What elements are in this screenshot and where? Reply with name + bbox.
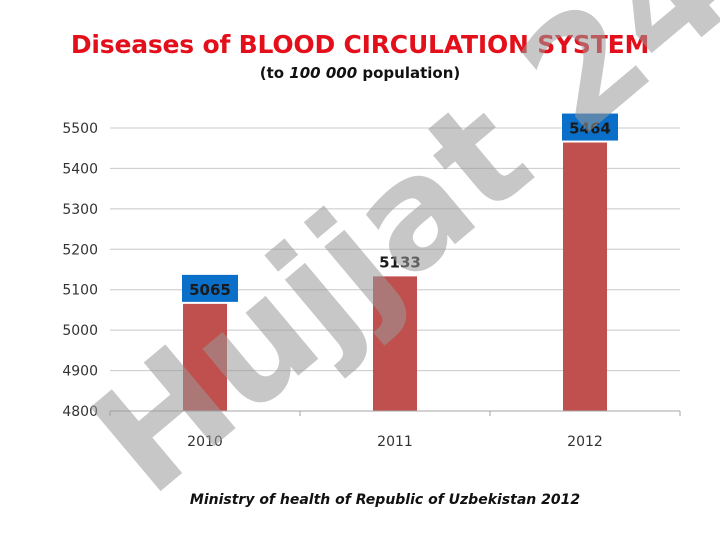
- data-label-2012: 5464: [569, 120, 611, 138]
- y-tick-label: 5500: [62, 121, 98, 137]
- y-tick-label: 4900: [62, 364, 98, 380]
- x-tick-label: 2010: [187, 434, 223, 450]
- y-tick-label: 5100: [62, 283, 98, 299]
- subtitle-emphasis: 100 000: [289, 64, 358, 82]
- y-tick-label: 5300: [62, 202, 98, 218]
- data-labels: 5065 5133 5464: [182, 113, 618, 302]
- bar-2012: [563, 142, 607, 411]
- x-axis: [109, 410, 681, 416]
- subtitle-suffix: population): [357, 64, 461, 82]
- x-axis-ticks: 2010 2011 2012: [187, 434, 603, 450]
- y-axis-ticks: 4800 4900 5000 5100 5200 5300 5400 5500: [62, 121, 98, 420]
- bars: [183, 142, 607, 411]
- x-tick-label: 2011: [377, 434, 413, 450]
- data-label-2010: 5065: [189, 281, 231, 299]
- y-tick-label: 4800: [62, 404, 98, 420]
- source-note: Ministry of health of Republic of Uzbeki…: [189, 492, 581, 508]
- y-tick-label: 5400: [62, 161, 98, 177]
- bar-2011: [373, 276, 417, 411]
- chart-subtitle: (to 100 000 population): [0, 64, 720, 82]
- bar-2010: [183, 303, 227, 411]
- y-tick-label: 5000: [62, 323, 98, 339]
- data-label-2011: 5133: [379, 253, 421, 271]
- chart-title: Diseases of BLOOD CIRCULATION SYSTEM: [70, 30, 650, 59]
- data-label-box-2010: [182, 274, 238, 302]
- y-tick-label: 5200: [62, 242, 98, 258]
- subtitle-prefix: (to: [259, 64, 290, 82]
- x-tick-label: 2012: [567, 434, 603, 450]
- data-label-box-2012: [562, 113, 618, 141]
